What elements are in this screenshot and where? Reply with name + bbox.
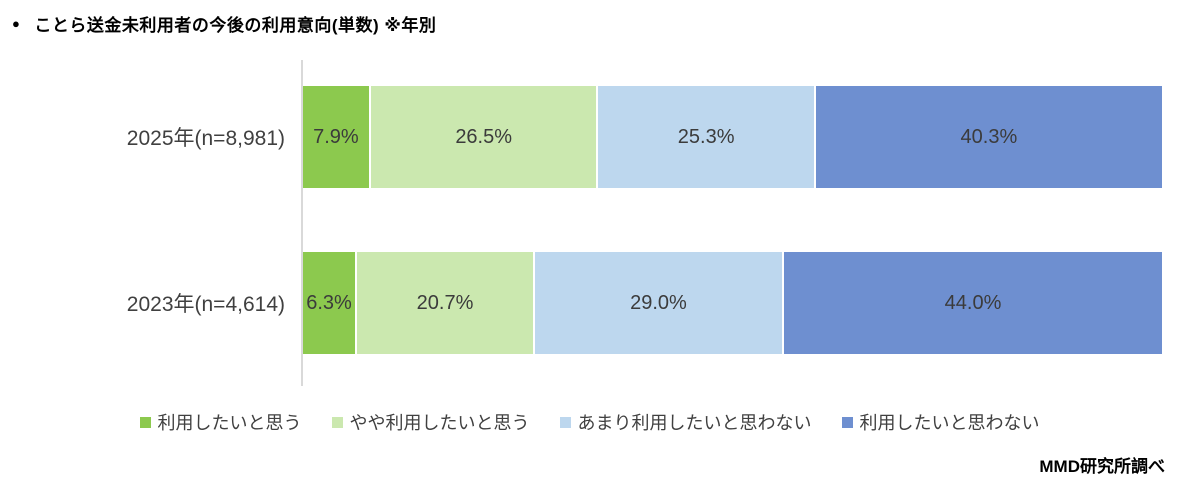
category-label: 2023年(n=4,614) [126, 293, 285, 316]
legend-label: 利用したいと思う [157, 413, 302, 433]
legend-label: あまり利用したいと思わない [577, 413, 812, 433]
bar-segment: 20.7% [357, 252, 535, 354]
legend-label: 利用したいと思わない [859, 413, 1040, 433]
bar-segment: 44.0% [784, 252, 1162, 354]
bar-rows: 2025年(n=8,981) 7.9% 26.5% 25.3% 40.3% 2023年(n… [0, 60, 1179, 354]
legend-swatch-icon [559, 416, 571, 428]
category-label: 2025年(n=8,981) [126, 127, 285, 150]
chart-title-text: ことら送金未利用者の今後の利用意向(単数) ※年別 [34, 16, 437, 35]
bar-segment: 7.9% [303, 86, 371, 188]
legend-label: やや利用したいと思う [349, 413, 530, 433]
legend-swatch-icon [139, 416, 151, 428]
bar-segment: 29.0% [534, 252, 785, 354]
bar-segment: 40.3% [815, 86, 1162, 188]
legend-item: やや利用したいと思う [331, 409, 530, 435]
source-attribution: MMD研究所調べ [1039, 457, 1165, 476]
stacked-bar: 6.3% 20.7% 29.0% 44.0% [303, 252, 1162, 354]
y-axis-line [301, 60, 303, 386]
bar-row: 2023年(n=4,614) 6.3% 20.7% 29.0% 44.0% [0, 252, 1179, 354]
legend-item: 利用したいと思わない [841, 409, 1040, 435]
legend-swatch-icon [841, 416, 853, 428]
legend-item: 利用したいと思う [139, 409, 302, 435]
stacked-bar: 7.9% 26.5% 25.3% 40.3% [303, 86, 1162, 188]
chart-title: ● ことら送金未利用者の今後の利用意向(単数) ※年別 [12, 11, 436, 36]
stacked-bar-chart: 2025年(n=8,981) 7.9% 26.5% 25.3% 40.3% 2023年(n… [0, 60, 1179, 386]
bullet-icon: ● [12, 16, 21, 31]
bar-segment: 25.3% [598, 86, 816, 188]
bar-row: 2025年(n=8,981) 7.9% 26.5% 25.3% 40.3% [0, 86, 1179, 188]
legend-swatch-icon [331, 416, 343, 428]
bar-segment: 26.5% [370, 86, 599, 188]
legend: 利用したいと思う やや利用したいと思う あまり利用したいと思わない 利用したいと思わな… [0, 409, 1179, 435]
legend-item: あまり利用したいと思わない [559, 409, 812, 435]
bar-segment: 6.3% [303, 252, 358, 354]
